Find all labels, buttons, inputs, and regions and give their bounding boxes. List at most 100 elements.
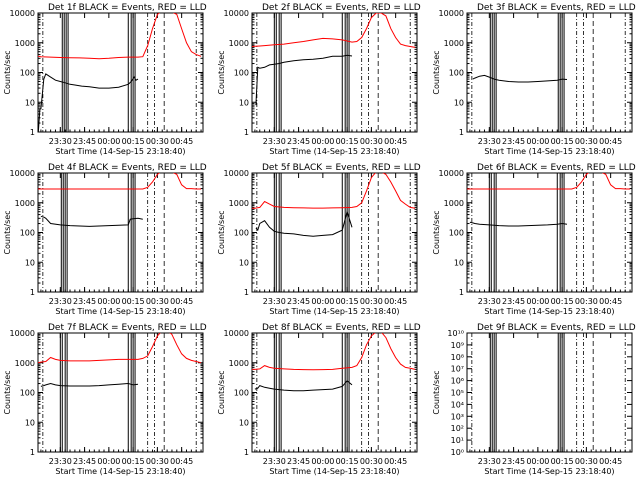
x-axis-label: Start Time (14-Sep-15 23:18:40)	[55, 467, 185, 476]
y-tick-label: 10⁰	[451, 448, 464, 457]
y-tick-label: 10000	[10, 9, 35, 18]
panel-title: Det 6f BLACK = Events, RED = LLD	[477, 163, 636, 173]
y-tick-label: 100	[234, 389, 249, 398]
x-tick-label: 00:45	[384, 457, 407, 466]
panel-title: Det 4f BLACK = Events, RED = LLD	[48, 163, 207, 173]
x-tick-label: 23:45	[287, 137, 310, 146]
y-tick-label: 10	[25, 98, 35, 107]
panel-7: Det 7f BLACK = Events, RED = LLD 1 10 100 10…	[3, 323, 207, 476]
events-series-line	[40, 382, 139, 387]
x-tick-label: 00:00	[526, 457, 549, 466]
lld-series-line	[467, 173, 631, 190]
y-tick-label: 1	[30, 288, 35, 297]
x-tick-label: 00:15	[551, 297, 574, 306]
y-tick-label: 1	[244, 448, 249, 457]
y-tick-label: 10	[239, 258, 249, 267]
x-axis-label: Start Time (14-Sep-15 23:18:40)	[484, 147, 614, 156]
x-axis-label: Start Time (14-Sep-15 23:18:40)	[269, 307, 399, 316]
y-tick-label: 10⁵	[451, 389, 464, 398]
panel-title: Det 2f BLACK = Events, RED = LLD	[262, 3, 421, 13]
y-axis-label: Counts/sec	[432, 370, 441, 414]
x-tick-label: 23:30	[478, 457, 501, 466]
x-tick-label: 00:00	[526, 137, 549, 146]
events-series-line	[472, 74, 568, 83]
y-tick-label: 100	[20, 69, 35, 78]
x-tick-label: 00:15	[336, 297, 359, 306]
y-tick-label: 10000	[224, 9, 249, 18]
x-tick-label: 00:30	[360, 457, 383, 466]
events-series-line	[255, 54, 353, 106]
panel-title: Det 5f BLACK = Events, RED = LLD	[262, 163, 421, 173]
x-axis-label: Start Time (14-Sep-15 23:18:40)	[269, 467, 399, 476]
x-tick-label: 23:45	[502, 137, 525, 146]
x-tick-label: 23:45	[287, 297, 310, 306]
x-tick-label: 23:45	[502, 457, 525, 466]
x-tick-label: 00:45	[384, 297, 407, 306]
x-tick-label: 23:45	[287, 457, 310, 466]
events-series-line	[469, 221, 568, 227]
events-series-line	[38, 73, 139, 132]
plot-area	[38, 13, 203, 132]
y-tick-label: 10000	[224, 169, 249, 178]
x-axis-label: Start Time (14-Sep-15 23:18:40)	[484, 307, 614, 316]
panel-title: Det 1f BLACK = Events, RED = LLD	[48, 3, 207, 13]
x-tick-label: 23:30	[49, 457, 72, 466]
events-series-line	[255, 209, 353, 237]
y-tick-label: 10⁷	[451, 365, 464, 374]
plot-area	[252, 333, 417, 452]
panel-5: Det 5f BLACK = Events, RED = LLD 1 10 100 10…	[217, 163, 421, 316]
x-tick-label: 00:15	[551, 137, 574, 146]
plot-area	[471, 13, 632, 132]
x-axis-label: Start Time (14-Sep-15 23:18:40)	[484, 467, 614, 476]
lld-series-line	[38, 173, 202, 190]
x-tick-label: 00:00	[97, 457, 120, 466]
y-tick-label: 10	[239, 98, 249, 107]
y-axis-label: Counts/sec	[3, 210, 12, 254]
panel-title: Det 8f BLACK = Events, RED = LLD	[262, 323, 421, 333]
plot-area	[38, 173, 203, 292]
y-tick-label: 1	[244, 288, 249, 297]
panel-title: Det 7f BLACK = Events, RED = LLD	[48, 323, 207, 333]
x-tick-label: 00:15	[336, 137, 359, 146]
x-tick-label: 00:45	[599, 297, 622, 306]
y-tick-label: 10³	[451, 412, 464, 421]
x-tick-label: 00:30	[575, 457, 598, 466]
x-tick-label: 00:45	[170, 137, 193, 146]
y-tick-label: 100	[20, 229, 35, 238]
x-tick-label: 00:30	[575, 137, 598, 146]
x-tick-label: 00:00	[97, 137, 120, 146]
x-axis-label: Start Time (14-Sep-15 23:18:40)	[55, 147, 185, 156]
y-tick-label: 1000	[15, 199, 35, 208]
panel-4: Det 4f BLACK = Events, RED = LLD 1 10 100 10…	[3, 163, 207, 316]
events-series-line	[254, 379, 353, 392]
x-tick-label: 00:45	[170, 457, 193, 466]
plot-area	[471, 333, 632, 452]
x-tick-label: 23:30	[478, 297, 501, 306]
y-tick-label: 100	[449, 69, 464, 78]
x-tick-label: 23:30	[263, 457, 286, 466]
x-tick-label: 00:15	[122, 297, 145, 306]
y-tick-label: 1000	[229, 359, 249, 368]
y-axis-label: Counts/sec	[432, 50, 441, 94]
x-tick-label: 00:15	[336, 457, 359, 466]
y-axis-label: Counts/sec	[3, 370, 12, 414]
x-tick-label: 00:00	[97, 297, 120, 306]
y-tick-label: 100	[234, 69, 249, 78]
x-tick-label: 00:15	[122, 457, 145, 466]
lld-series-line	[38, 13, 202, 60]
x-tick-label: 00:30	[146, 297, 169, 306]
x-tick-label: 00:30	[146, 457, 169, 466]
y-tick-label: 1	[30, 448, 35, 457]
plot-area	[252, 173, 417, 292]
x-tick-label: 23:45	[73, 457, 96, 466]
y-tick-label: 1000	[444, 39, 464, 48]
y-tick-label: 10	[25, 418, 35, 427]
x-tick-label: 00:45	[599, 137, 622, 146]
x-tick-label: 00:45	[599, 457, 622, 466]
y-tick-label: 1000	[444, 199, 464, 208]
y-tick-label: 1	[459, 128, 464, 137]
x-tick-label: 00:00	[311, 137, 334, 146]
y-tick-label: 1	[459, 288, 464, 297]
y-tick-label: 10000	[10, 169, 35, 178]
